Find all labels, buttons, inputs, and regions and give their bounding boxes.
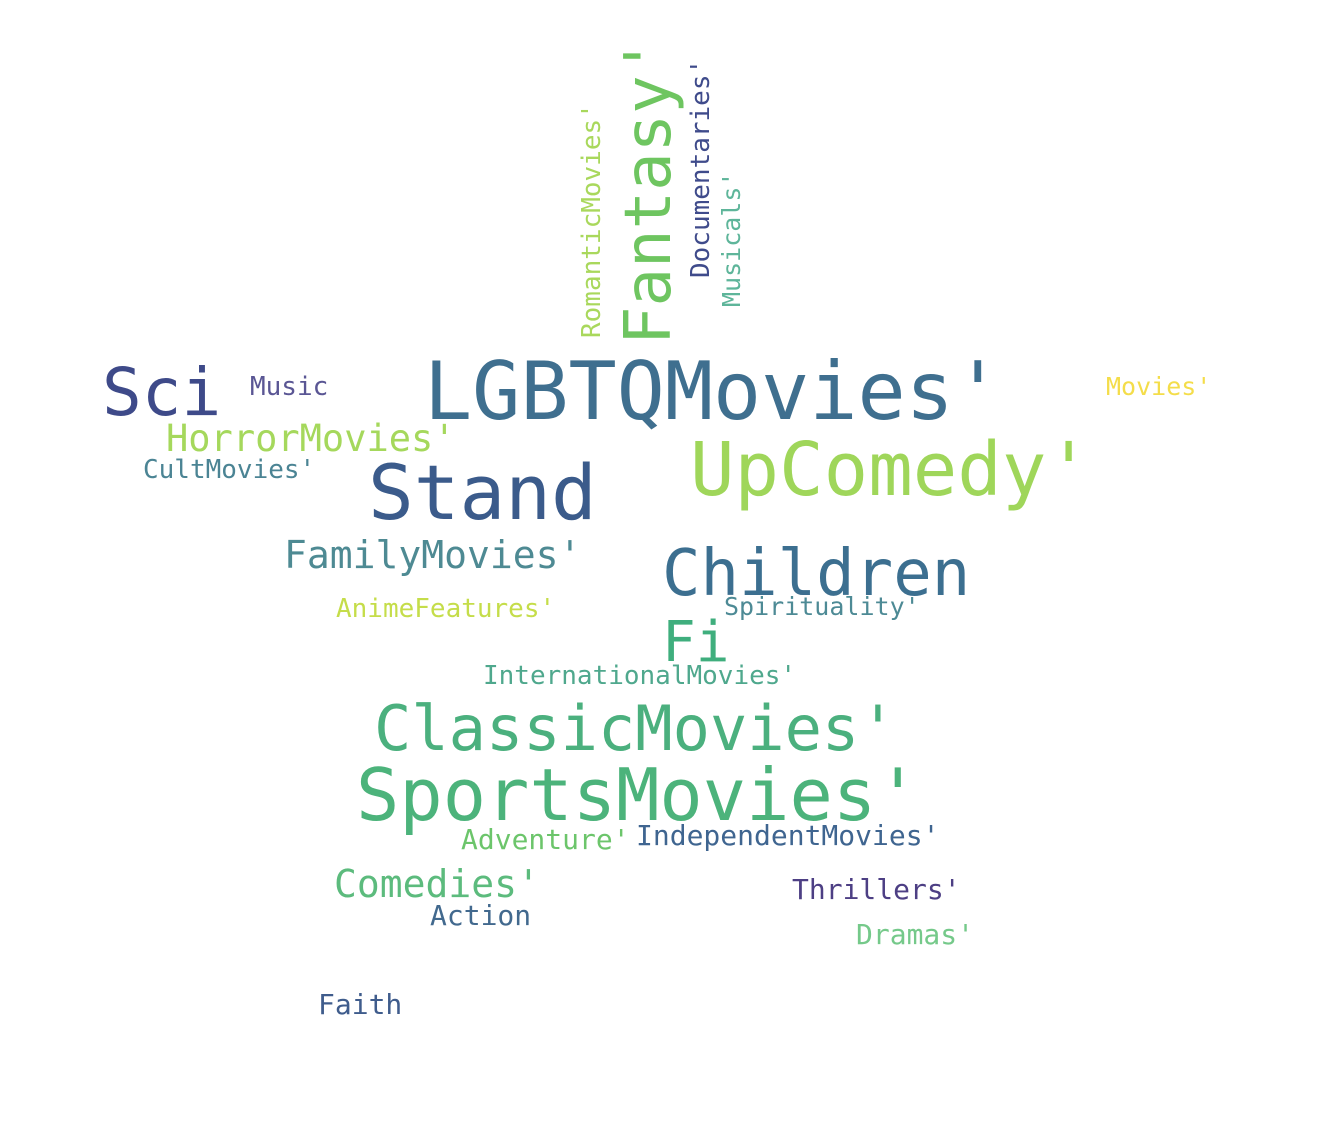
- word-romantic-movies: RomanticMovies': [577, 103, 607, 338]
- word-comedies: Comedies': [334, 862, 540, 906]
- word-sports-movies: SportsMovies': [356, 753, 920, 837]
- word-independent-movies: IndependentMovies': [636, 819, 940, 852]
- word-spirituality: Spirituality': [724, 592, 920, 621]
- word-fantasy: Fantasy': [612, 36, 686, 345]
- word-anime-features: AnimeFeatures': [336, 594, 556, 624]
- word-horror-movies: HorrorMovies': [166, 417, 456, 460]
- word-international-movies: InternationalMovies': [483, 661, 797, 691]
- word-faith: Faith: [318, 988, 403, 1021]
- word-sci: Sci: [102, 354, 222, 431]
- word-thrillers: Thrillers': [792, 873, 961, 906]
- word-classic-movies: ClassicMovies': [374, 692, 897, 765]
- word-up-comedy: UpComedy': [690, 427, 1091, 513]
- word-stand: Stand: [368, 448, 597, 537]
- word-movies: Movies': [1106, 372, 1212, 401]
- word-musicals: Musicals': [717, 171, 746, 307]
- word-lgbtq-movies: LGBTQMovies': [424, 345, 1002, 438]
- word-family-movies: FamilyMovies': [284, 533, 582, 577]
- word-action: Action: [430, 899, 532, 932]
- word-documentaries: Documentaries': [686, 58, 716, 278]
- word-children: Children: [662, 537, 971, 611]
- word-fi: Fi: [662, 610, 730, 675]
- word-cult-movies: CultMovies': [143, 455, 316, 485]
- word-dramas: Dramas': [856, 918, 975, 951]
- word-music: Music: [250, 372, 329, 402]
- word-adventure: Adventure': [461, 823, 630, 856]
